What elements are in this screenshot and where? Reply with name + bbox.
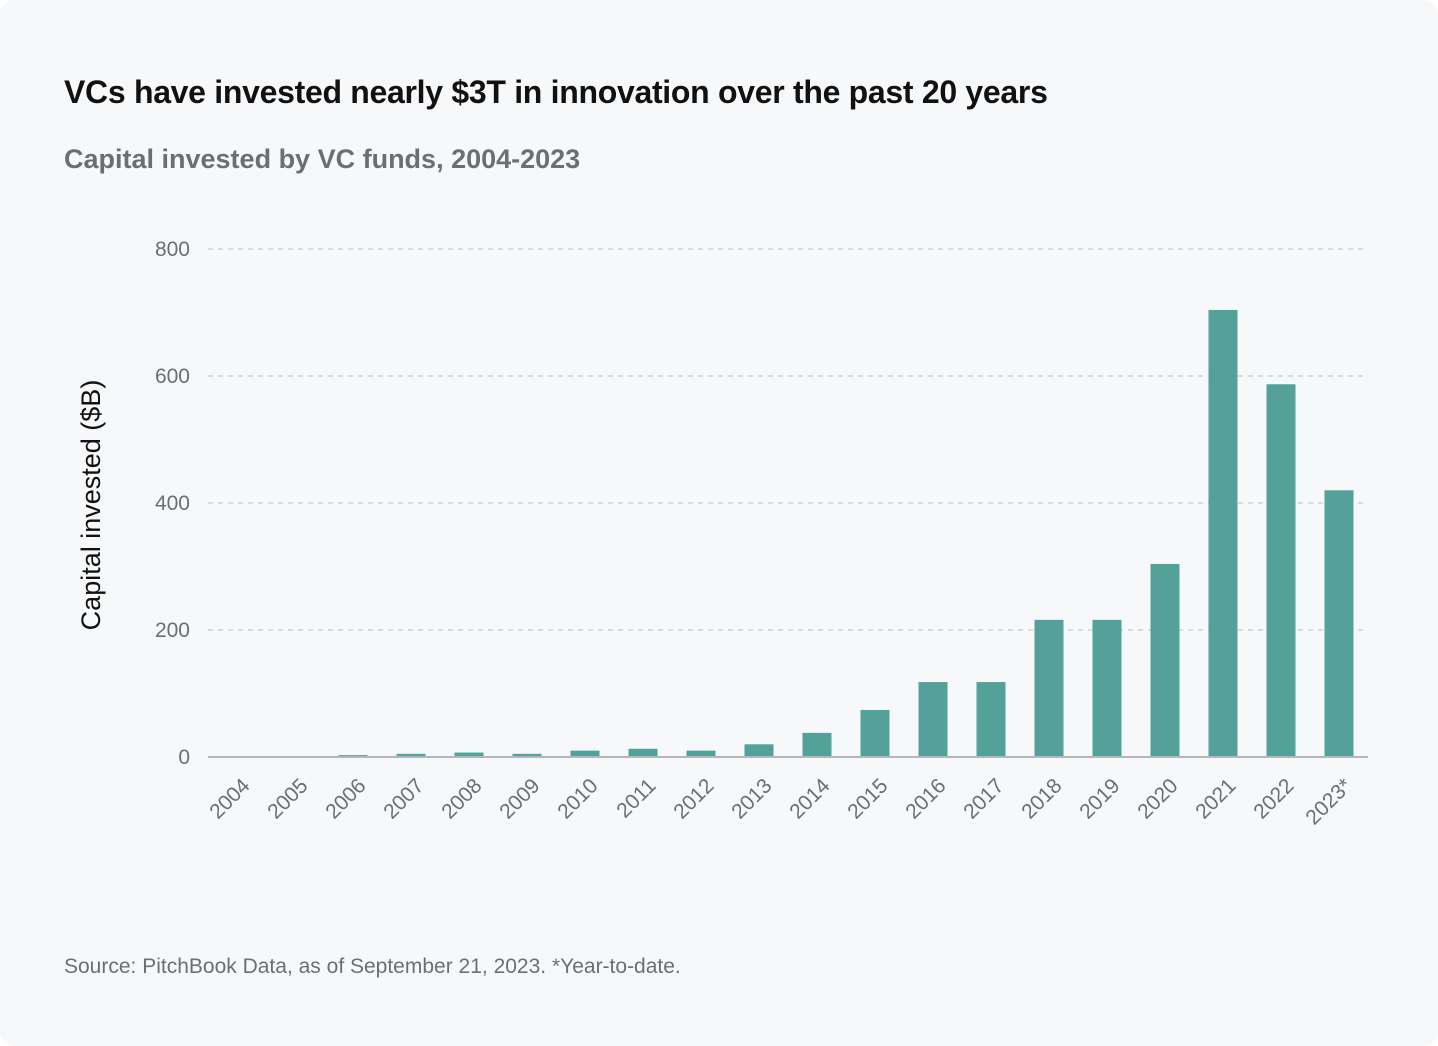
y-tick-label: 800 [155,238,190,261]
x-tick-label: 2021 [1191,774,1240,823]
x-tick-label: 2006 [321,774,370,823]
x-tick-label: 2007 [379,774,428,823]
bar-2023* [1324,490,1354,757]
bar-2015 [860,710,890,757]
chart-subtitle: Capital invested by VC funds, 2004-2023 [64,144,581,174]
bar-2019 [1092,619,1122,757]
chart-title: VCs have invested nearly $3T in innovati… [64,74,1048,110]
bar-2014 [802,732,832,757]
x-tick-label: 2009 [495,774,544,823]
bar-2018 [1034,619,1064,757]
bar-2017 [976,682,1006,757]
x-tick-label: 2019 [1075,774,1124,823]
x-tick-label: 2020 [1133,774,1182,823]
bar-2016 [918,682,948,757]
bar-2021 [1208,309,1238,757]
bar-2010 [570,750,600,757]
y-tick-label: 200 [155,619,190,642]
x-tick-label: 2022 [1249,774,1298,823]
y-axis-label: Capital invested ($B) [76,380,106,631]
x-tick-label: 2016 [901,774,950,823]
y-tick-label: 0 [178,746,190,769]
x-tick-label: 2012 [669,774,718,823]
x-tick-label: 2018 [1017,774,1066,823]
source-note: Source: PitchBook Data, as of September … [64,955,681,978]
x-tick-label: 2015 [843,774,892,823]
bar-2013 [744,744,774,757]
x-tick-label: 2010 [553,774,602,823]
bar-2012 [686,750,716,757]
y-tick-label: 400 [155,492,190,515]
x-tick-label: 2023* [1301,774,1356,829]
bar-2020 [1150,563,1180,757]
x-tick-label: 2011 [612,774,660,822]
x-tick-label: 2017 [959,774,1008,823]
x-tick-label: 2004 [205,774,255,824]
bar-2008 [454,752,484,757]
x-tick-label: 2013 [727,774,776,823]
x-tick-label: 2014 [785,774,835,824]
bar-2011 [628,748,658,757]
bar-2007 [396,753,426,757]
bar-2022 [1266,384,1296,757]
x-tick-label: 2005 [263,774,312,823]
y-tick-label: 600 [155,365,190,388]
bar-2009 [512,753,542,757]
x-tick-label: 2008 [437,774,486,823]
